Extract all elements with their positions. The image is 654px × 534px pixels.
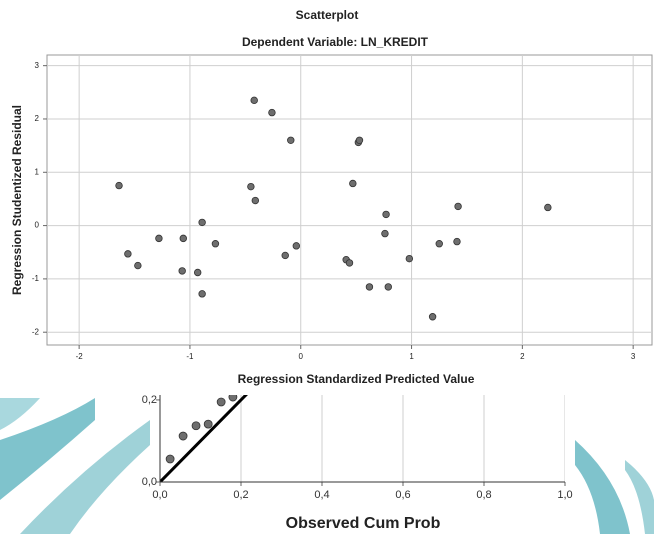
y-tick-label: 3	[35, 61, 40, 70]
point	[216, 397, 226, 407]
x-tick-label: 0	[299, 352, 304, 361]
x-axis-label: Regression Standardized Predicted Value	[238, 372, 475, 386]
x-axis-label: Observed Cum Prob	[286, 515, 441, 532]
y-tick-label: 0	[35, 221, 40, 230]
x-tick-label: -2	[76, 352, 84, 361]
plot-group	[160, 395, 565, 482]
point	[345, 259, 354, 267]
point	[382, 210, 390, 219]
point	[134, 261, 142, 270]
point	[365, 283, 374, 291]
point	[193, 268, 202, 277]
point	[287, 136, 295, 144]
point	[453, 237, 461, 246]
point	[384, 283, 392, 291]
x-tick-label: -1	[186, 352, 194, 361]
point	[178, 267, 186, 275]
chart-subtitle: Dependent Variable: LN_KREDIT	[242, 35, 429, 49]
point	[281, 251, 289, 260]
point	[454, 202, 462, 211]
point	[124, 250, 132, 258]
x-tick-label: 0,8	[476, 489, 491, 501]
point	[155, 234, 163, 243]
y-tick-label: -1	[32, 274, 40, 283]
point	[355, 136, 364, 144]
point	[405, 254, 414, 263]
y-tick-label: 0,0	[142, 476, 157, 488]
point	[179, 234, 187, 243]
y-tick-label: 0,2	[142, 394, 157, 406]
chart-title: Scatterplot	[296, 8, 359, 22]
point	[203, 419, 213, 429]
point	[198, 290, 206, 298]
y-axis-label: Regression Studentized Residual	[10, 105, 24, 295]
plot-area	[160, 395, 565, 482]
x-tick-label: 2	[520, 352, 525, 361]
reference-line	[160, 395, 248, 482]
plot-area	[46, 54, 653, 346]
x-tick-label: 1,0	[557, 489, 572, 501]
point	[544, 203, 552, 212]
point	[191, 421, 201, 431]
point	[115, 181, 123, 190]
plot-group	[47, 55, 652, 345]
point	[198, 218, 206, 227]
point	[268, 108, 276, 117]
x-tick-label: 0,2	[233, 489, 248, 501]
x-tick-label: 1	[409, 352, 414, 361]
x-tick-label: 0,4	[314, 489, 329, 501]
point	[178, 431, 188, 441]
x-tick-label: 0,6	[395, 489, 410, 501]
point	[251, 196, 260, 205]
x-tick-label: 3	[631, 352, 636, 361]
point	[435, 240, 443, 248]
point	[428, 313, 437, 321]
point	[165, 454, 175, 464]
x-tick-label: 0,0	[152, 489, 167, 501]
point	[247, 182, 255, 191]
point	[349, 179, 357, 188]
y-tick-label: 1	[35, 167, 40, 176]
point	[292, 242, 301, 250]
point	[228, 395, 238, 402]
y-tick-label: 2	[35, 114, 40, 123]
y-tick-label: -2	[32, 327, 40, 336]
point	[250, 96, 258, 105]
point	[381, 229, 389, 238]
point	[211, 240, 220, 248]
background-decoration	[0, 398, 654, 534]
